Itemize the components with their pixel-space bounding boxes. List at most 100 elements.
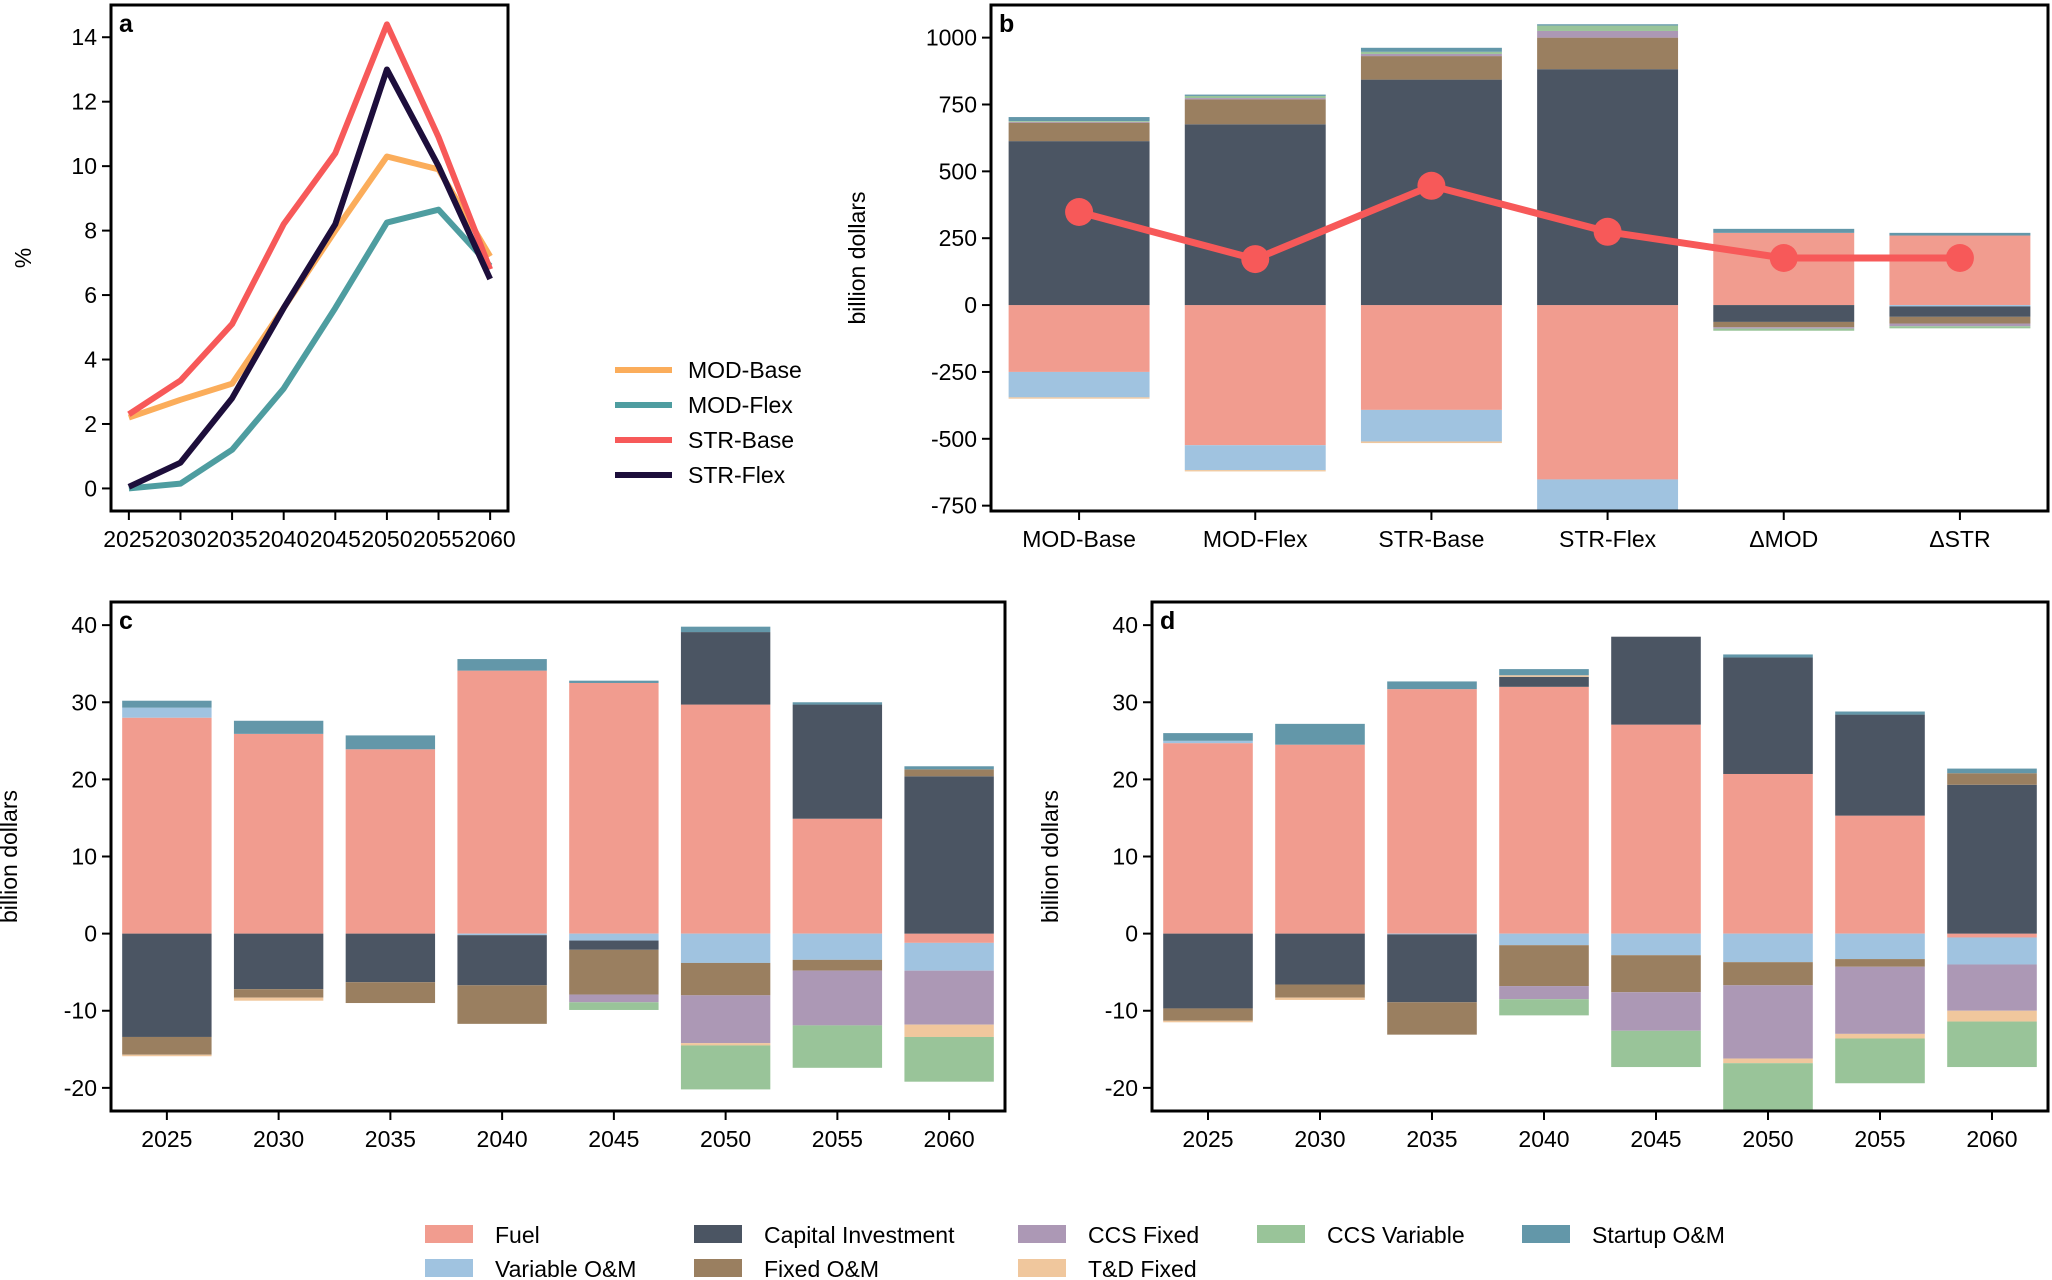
x-tick-label: 2035 bbox=[1406, 1126, 1457, 1152]
bar-segment-startup-o-m bbox=[457, 659, 547, 671]
bar-segment-fixed-o-m bbox=[1537, 37, 1679, 70]
bar-segment-fuel bbox=[1387, 689, 1477, 934]
bar-segment-capital-investment bbox=[457, 935, 547, 986]
bar-segment-t-d-fixed bbox=[1360, 441, 1502, 444]
bar-segment-t-d-fixed bbox=[1184, 470, 1326, 472]
bar-segment-ccs-variable bbox=[1499, 999, 1589, 1016]
bar-segment-ccs-variable bbox=[569, 1002, 659, 1010]
y-tick-label: 6 bbox=[84, 282, 97, 308]
bar-segment-t-d-fixed bbox=[904, 1024, 994, 1037]
bar-segment-fuel bbox=[792, 818, 883, 934]
bar-segment-ccs-fixed bbox=[680, 995, 771, 1044]
bar-segment-variable-o-m bbox=[1008, 371, 1150, 398]
y-tick-label: 2 bbox=[84, 411, 97, 437]
y-tick-label: 20 bbox=[1112, 766, 1138, 792]
difference-marker bbox=[1945, 244, 1974, 272]
bar-segment-capital-investment bbox=[569, 940, 659, 950]
axes-frame bbox=[989, 3, 2050, 513]
axes-frame bbox=[109, 3, 510, 513]
bar-segment-fixed-o-m bbox=[1889, 316, 2031, 324]
bar-segment-ccs-fixed bbox=[1184, 98, 1326, 100]
bar-segment-fixed-o-m bbox=[345, 982, 436, 1004]
bar-segment-ccs-fixed bbox=[569, 994, 659, 1003]
bar-segment-fixed-o-m bbox=[1713, 321, 1855, 328]
difference-marker bbox=[1065, 198, 1094, 226]
bar-segment-fixed-o-m bbox=[1835, 959, 1925, 967]
bar-segment-t-d-fixed bbox=[680, 1043, 771, 1046]
bar-segment-fixed-o-m bbox=[457, 985, 547, 1024]
legend-swatch bbox=[1018, 1225, 1066, 1243]
x-tick-label: STR-Flex bbox=[1559, 526, 1657, 552]
bar-segment-startup-o-m bbox=[1008, 117, 1150, 122]
x-tick-label: 2060 bbox=[924, 1126, 975, 1152]
x-tick-label: ΔSTR bbox=[1929, 526, 1990, 552]
bar-segment-t-d-fixed bbox=[233, 997, 324, 1001]
legend-swatch bbox=[694, 1259, 742, 1277]
legend-swatch bbox=[1522, 1225, 1570, 1243]
bar-segment-fuel bbox=[1835, 815, 1925, 934]
bar-segment-fixed-o-m bbox=[1387, 1002, 1477, 1035]
x-tick-label: ΔMOD bbox=[1749, 526, 1818, 552]
y-tick-label: 30 bbox=[1112, 689, 1138, 715]
bar-segment-t-d-fixed bbox=[1163, 1020, 1253, 1023]
bar-segment-fuel bbox=[1723, 773, 1813, 934]
bar-segment-ccs-variable bbox=[1947, 1021, 2037, 1068]
bar-segment-startup-o-m bbox=[1275, 723, 1365, 745]
bar-segment-ccs-variable bbox=[1537, 25, 1679, 31]
x-tick-label: 2040 bbox=[477, 1126, 528, 1152]
bar-segment-capital-investment bbox=[233, 933, 324, 990]
bar-segment-ccs-fixed bbox=[1008, 121, 1150, 123]
bar-segment-startup-o-m bbox=[1713, 228, 1855, 233]
bar-segment-ccs-fixed bbox=[1499, 986, 1589, 1000]
x-tick-label: 2025 bbox=[103, 526, 154, 552]
bar-segment-startup-o-m bbox=[680, 626, 771, 633]
axes-frame bbox=[109, 600, 1007, 1113]
bar-segment-ccs-variable bbox=[1723, 1063, 1813, 1111]
bar-segment-fuel bbox=[457, 670, 547, 934]
y-tick-label: 10 bbox=[1112, 844, 1138, 870]
y-tick-label: -500 bbox=[931, 426, 977, 452]
y-tick-label: -10 bbox=[1105, 998, 1138, 1024]
bar-segment-capital-investment bbox=[122, 933, 212, 1037]
bar-segment-fixed-o-m bbox=[1723, 962, 1813, 986]
bar-segment-capital-investment bbox=[1723, 657, 1813, 774]
y-tick-label: 500 bbox=[939, 158, 977, 184]
y-tick-label: 40 bbox=[71, 612, 97, 638]
bar-segment-capital-investment bbox=[1499, 676, 1589, 687]
bar-segment-fixed-o-m bbox=[904, 769, 994, 777]
legend-swatch bbox=[425, 1259, 473, 1277]
bar-segment-startup-o-m bbox=[233, 720, 324, 734]
bar-segment-variable-o-m bbox=[1387, 933, 1477, 935]
panel-c: 2025 2030 2035 2040 2045 2050 2055 2060-20-1001… bbox=[0, 600, 1007, 1152]
bar-segment-fixed-o-m bbox=[1184, 99, 1326, 125]
x-tick-label: MOD-Flex bbox=[1203, 526, 1308, 552]
y-tick-label: -20 bbox=[1105, 1075, 1138, 1101]
legend-label: STR-Base bbox=[688, 427, 794, 453]
bar-segment-variable-o-m bbox=[1947, 937, 2037, 965]
y-tick-label: 0 bbox=[84, 475, 97, 501]
difference-marker bbox=[1417, 171, 1446, 200]
y-tick-label: 0 bbox=[1125, 921, 1138, 947]
y-tick-label: -250 bbox=[931, 359, 977, 385]
bar-segment-fuel bbox=[1008, 305, 1150, 372]
x-tick-label: 2060 bbox=[1966, 1126, 2017, 1152]
bar-segment-ccs-variable bbox=[680, 1045, 771, 1090]
bar-segment-fuel bbox=[1360, 305, 1502, 410]
x-tick-label: 2050 bbox=[361, 526, 412, 552]
bar-segment-capital-investment bbox=[1889, 306, 2031, 317]
bar-segment-t-d-fixed bbox=[1008, 397, 1150, 399]
legend-label: Startup O&M bbox=[1592, 1222, 1725, 1248]
bar-segment-t-d-fixed bbox=[1499, 675, 1589, 677]
x-tick-label: 2050 bbox=[1742, 1126, 1793, 1152]
bar-segment-variable-o-m bbox=[1723, 933, 1813, 963]
series-line-STR-Flex bbox=[127, 66, 493, 490]
bar-segment-ccs-fixed bbox=[1723, 985, 1813, 1059]
bar-segment-ccs-variable bbox=[1713, 328, 1855, 331]
bar-segment-variable-o-m bbox=[1835, 933, 1925, 960]
y-axis-label: billion dollars bbox=[844, 192, 870, 325]
axes-frame bbox=[1150, 600, 2050, 1113]
legend-label: Fuel bbox=[495, 1222, 540, 1248]
y-tick-label: 20 bbox=[71, 766, 97, 792]
x-tick-label: 2050 bbox=[700, 1126, 751, 1152]
bar-segment-fixed-o-m bbox=[1499, 945, 1589, 987]
